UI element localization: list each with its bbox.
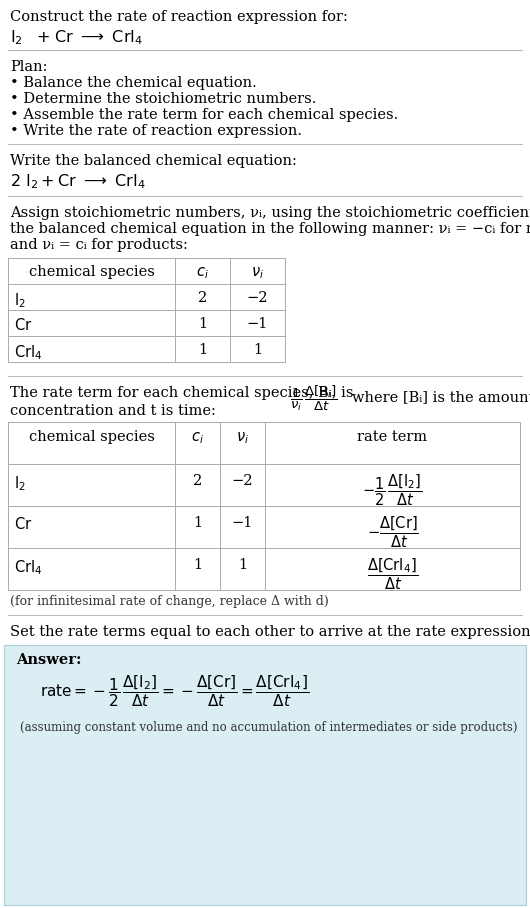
Text: 1: 1 <box>193 516 202 530</box>
Text: $\mathrm{I_2}$: $\mathrm{I_2}$ <box>14 474 26 493</box>
Text: chemical species: chemical species <box>29 430 154 444</box>
Text: $\nu_i$: $\nu_i$ <box>236 430 249 446</box>
Text: −2: −2 <box>247 291 268 305</box>
Text: −1: −1 <box>232 516 253 530</box>
Text: $\mathrm{I_2}$: $\mathrm{I_2}$ <box>10 28 23 46</box>
Text: $\mathrm{rate} = -\dfrac{1}{2}\,\dfrac{\Delta[\mathrm{I_2}]}{\Delta t} = -\dfrac: $\mathrm{rate} = -\dfrac{1}{2}\,\dfrac{\… <box>40 673 309 709</box>
Text: • Write the rate of reaction expression.: • Write the rate of reaction expression. <box>10 124 302 138</box>
Text: −1: −1 <box>247 317 268 331</box>
Text: and νᵢ = cᵢ for products:: and νᵢ = cᵢ for products: <box>10 238 188 252</box>
Text: • Assemble the rate term for each chemical species.: • Assemble the rate term for each chemic… <box>10 108 398 122</box>
Text: the balanced chemical equation in the following manner: νᵢ = −cᵢ for reactants: the balanced chemical equation in the fo… <box>10 222 530 236</box>
Text: (assuming constant volume and no accumulation of intermediates or side products): (assuming constant volume and no accumul… <box>20 721 517 734</box>
Text: Construct the rate of reaction expression for:: Construct the rate of reaction expressio… <box>10 10 348 24</box>
Text: • Determine the stoichiometric numbers.: • Determine the stoichiometric numbers. <box>10 92 316 106</box>
Text: Set the rate terms equal to each other to arrive at the rate expression:: Set the rate terms equal to each other t… <box>10 625 530 639</box>
Text: 1: 1 <box>198 343 207 357</box>
Text: $c_i$: $c_i$ <box>196 265 209 281</box>
Text: Answer:: Answer: <box>16 653 82 667</box>
Text: −2: −2 <box>232 474 253 488</box>
Text: rate term: rate term <box>357 430 428 444</box>
Text: (for infinitesimal rate of change, replace Δ with d): (for infinitesimal rate of change, repla… <box>10 595 329 608</box>
Text: $\mathrm{Cr}$: $\mathrm{Cr}$ <box>14 317 32 333</box>
Text: 1: 1 <box>193 558 202 572</box>
Text: $\mathrm{+ \ Cr \ \longrightarrow \ CrI_4}$: $\mathrm{+ \ Cr \ \longrightarrow \ CrI_… <box>36 28 143 46</box>
Text: • Balance the chemical equation.: • Balance the chemical equation. <box>10 76 257 90</box>
Text: Plan:: Plan: <box>10 60 48 74</box>
Text: $\nu_i$: $\nu_i$ <box>251 265 264 281</box>
Text: where [Bᵢ] is the amount: where [Bᵢ] is the amount <box>352 390 530 404</box>
Text: $\dfrac{1}{\nu_i}\,\dfrac{\Delta[\mathrm{B}_i]}{\Delta t}$: $\dfrac{1}{\nu_i}\,\dfrac{\Delta[\mathrm… <box>290 384 338 413</box>
Text: $\mathrm{CrI_4}$: $\mathrm{CrI_4}$ <box>14 343 42 361</box>
Text: $\mathrm{I_2}$: $\mathrm{I_2}$ <box>14 291 26 310</box>
Text: Assign stoichiometric numbers, νᵢ, using the stoichiometric coefficients, cᵢ, fr: Assign stoichiometric numbers, νᵢ, using… <box>10 206 530 220</box>
Text: concentration and t is time:: concentration and t is time: <box>10 404 216 418</box>
Text: 1: 1 <box>198 317 207 331</box>
Text: 1: 1 <box>253 343 262 357</box>
Text: $c_i$: $c_i$ <box>191 430 204 446</box>
FancyBboxPatch shape <box>4 645 526 905</box>
Text: 2: 2 <box>193 474 202 488</box>
Text: $\dfrac{\Delta[\mathrm{CrI_4}]}{\Delta t}$: $\dfrac{\Delta[\mathrm{CrI_4}]}{\Delta t… <box>367 556 418 591</box>
Text: $\mathrm{2 \ I_2 + Cr \ \longrightarrow \ CrI_4}$: $\mathrm{2 \ I_2 + Cr \ \longrightarrow … <box>10 172 146 191</box>
Text: Write the balanced chemical equation:: Write the balanced chemical equation: <box>10 154 297 168</box>
Text: $\mathrm{CrI_4}$: $\mathrm{CrI_4}$ <box>14 558 42 577</box>
Text: $-\dfrac{\Delta[\mathrm{Cr}]}{\Delta t}$: $-\dfrac{\Delta[\mathrm{Cr}]}{\Delta t}$ <box>367 514 419 549</box>
Text: 2: 2 <box>198 291 207 305</box>
Text: $\mathrm{Cr}$: $\mathrm{Cr}$ <box>14 516 32 532</box>
Text: The rate term for each chemical species, Bᵢ, is: The rate term for each chemical species,… <box>10 386 354 400</box>
Text: $-\dfrac{1}{2}\,\dfrac{\Delta[\mathrm{I_2}]}{\Delta t}$: $-\dfrac{1}{2}\,\dfrac{\Delta[\mathrm{I_… <box>362 472 423 508</box>
Text: chemical species: chemical species <box>29 265 154 279</box>
Text: 1: 1 <box>238 558 247 572</box>
